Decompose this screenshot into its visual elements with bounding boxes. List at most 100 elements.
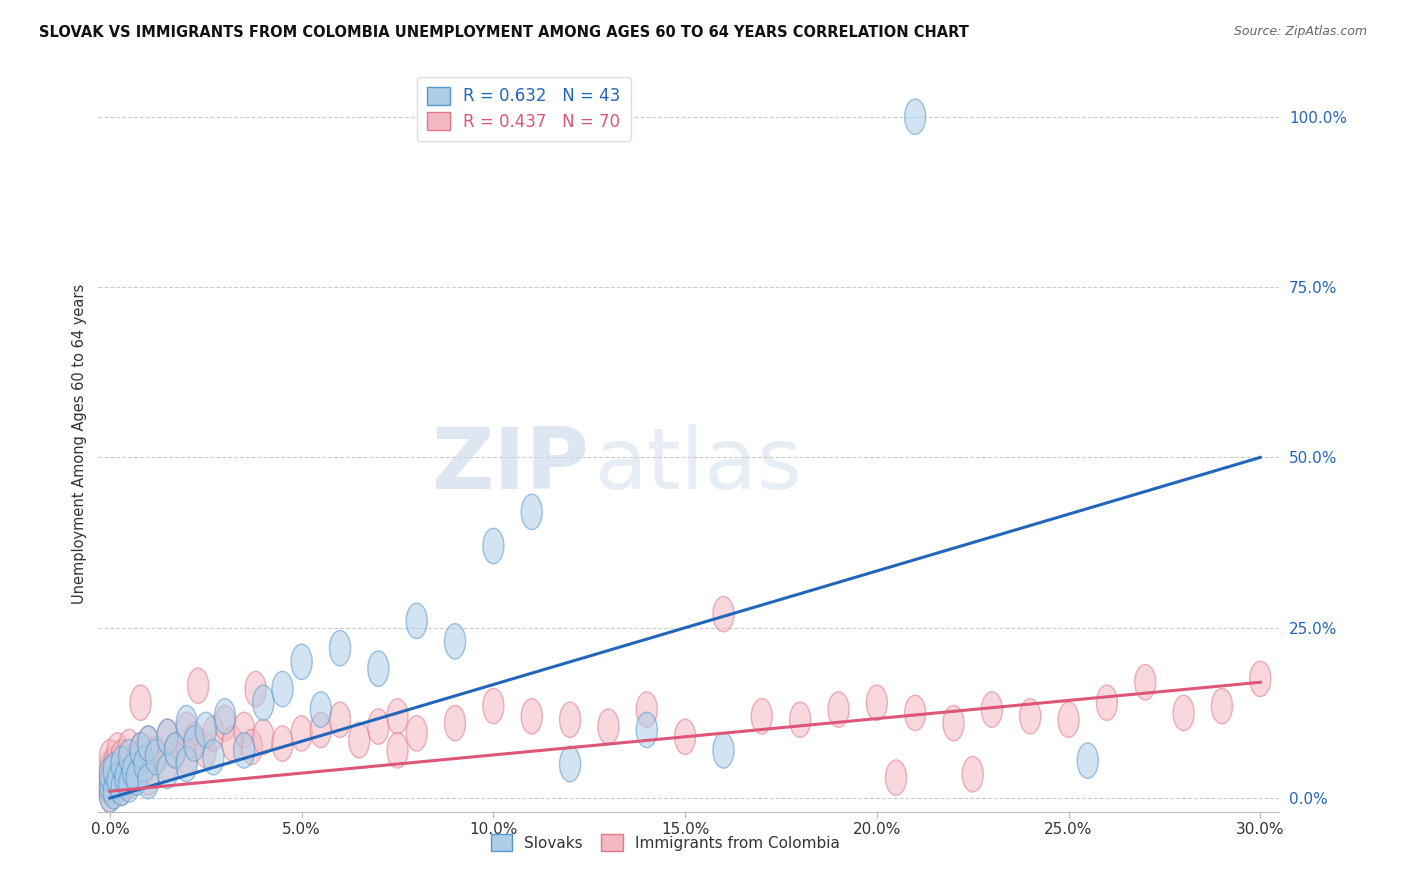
Ellipse shape xyxy=(131,685,152,721)
Ellipse shape xyxy=(368,709,389,744)
Ellipse shape xyxy=(329,631,350,666)
Ellipse shape xyxy=(187,668,208,704)
Ellipse shape xyxy=(522,698,543,734)
Ellipse shape xyxy=(1173,695,1194,731)
Ellipse shape xyxy=(118,764,139,798)
Ellipse shape xyxy=(131,732,152,768)
Ellipse shape xyxy=(560,747,581,781)
Ellipse shape xyxy=(138,726,159,761)
Ellipse shape xyxy=(118,730,139,764)
Ellipse shape xyxy=(253,685,274,721)
Ellipse shape xyxy=(145,739,166,775)
Ellipse shape xyxy=(165,732,186,768)
Ellipse shape xyxy=(115,753,136,789)
Ellipse shape xyxy=(118,767,139,802)
Ellipse shape xyxy=(222,726,243,761)
Text: ZIP: ZIP xyxy=(430,425,589,508)
Ellipse shape xyxy=(1212,689,1233,723)
Ellipse shape xyxy=(202,739,224,775)
Ellipse shape xyxy=(157,719,179,755)
Ellipse shape xyxy=(145,736,166,772)
Ellipse shape xyxy=(981,692,1002,727)
Ellipse shape xyxy=(184,723,205,758)
Ellipse shape xyxy=(100,749,121,785)
Ellipse shape xyxy=(406,603,427,639)
Ellipse shape xyxy=(103,767,124,802)
Ellipse shape xyxy=(311,712,332,747)
Ellipse shape xyxy=(637,712,657,747)
Ellipse shape xyxy=(195,712,217,747)
Ellipse shape xyxy=(176,747,197,781)
Ellipse shape xyxy=(560,702,581,738)
Ellipse shape xyxy=(291,644,312,680)
Ellipse shape xyxy=(233,712,254,747)
Ellipse shape xyxy=(184,726,205,761)
Ellipse shape xyxy=(329,702,350,738)
Ellipse shape xyxy=(122,753,143,789)
Ellipse shape xyxy=(406,715,427,751)
Ellipse shape xyxy=(115,760,136,796)
Ellipse shape xyxy=(111,770,132,805)
Ellipse shape xyxy=(387,698,408,734)
Ellipse shape xyxy=(291,715,312,751)
Ellipse shape xyxy=(904,695,925,731)
Ellipse shape xyxy=(195,732,217,768)
Ellipse shape xyxy=(100,767,121,802)
Ellipse shape xyxy=(157,747,179,781)
Ellipse shape xyxy=(828,692,849,727)
Ellipse shape xyxy=(751,698,772,734)
Ellipse shape xyxy=(962,756,983,792)
Ellipse shape xyxy=(271,726,292,761)
Ellipse shape xyxy=(100,770,121,805)
Ellipse shape xyxy=(100,777,121,813)
Ellipse shape xyxy=(233,732,254,768)
Ellipse shape xyxy=(1250,661,1271,697)
Ellipse shape xyxy=(111,747,132,781)
Ellipse shape xyxy=(713,732,734,768)
Ellipse shape xyxy=(943,706,965,741)
Ellipse shape xyxy=(253,719,274,755)
Ellipse shape xyxy=(157,753,179,789)
Ellipse shape xyxy=(271,672,292,706)
Ellipse shape xyxy=(349,723,370,758)
Ellipse shape xyxy=(176,739,197,775)
Ellipse shape xyxy=(111,770,132,805)
Ellipse shape xyxy=(866,685,887,721)
Ellipse shape xyxy=(127,743,148,779)
Ellipse shape xyxy=(176,712,197,747)
Ellipse shape xyxy=(111,739,132,775)
Ellipse shape xyxy=(1135,665,1156,700)
Ellipse shape xyxy=(368,651,389,686)
Ellipse shape xyxy=(482,689,503,723)
Ellipse shape xyxy=(157,719,179,755)
Ellipse shape xyxy=(1059,702,1080,738)
Y-axis label: Unemployment Among Ages 60 to 64 years: Unemployment Among Ages 60 to 64 years xyxy=(72,284,87,604)
Ellipse shape xyxy=(103,747,124,781)
Ellipse shape xyxy=(637,692,657,727)
Ellipse shape xyxy=(713,597,734,632)
Ellipse shape xyxy=(165,732,186,768)
Ellipse shape xyxy=(1019,698,1040,734)
Ellipse shape xyxy=(444,706,465,741)
Ellipse shape xyxy=(444,624,465,659)
Ellipse shape xyxy=(886,760,907,796)
Ellipse shape xyxy=(107,764,128,798)
Ellipse shape xyxy=(100,777,121,813)
Ellipse shape xyxy=(176,706,197,741)
Ellipse shape xyxy=(1077,743,1098,779)
Ellipse shape xyxy=(522,494,543,530)
Ellipse shape xyxy=(904,99,925,135)
Ellipse shape xyxy=(138,764,159,798)
Ellipse shape xyxy=(1097,685,1118,721)
Ellipse shape xyxy=(202,715,224,751)
Ellipse shape xyxy=(242,730,263,764)
Ellipse shape xyxy=(134,747,155,781)
Ellipse shape xyxy=(215,706,236,741)
Ellipse shape xyxy=(107,732,128,768)
Ellipse shape xyxy=(598,709,619,744)
Text: Source: ZipAtlas.com: Source: ZipAtlas.com xyxy=(1233,25,1367,38)
Ellipse shape xyxy=(482,528,503,564)
Ellipse shape xyxy=(107,760,128,796)
Ellipse shape xyxy=(311,692,332,727)
Ellipse shape xyxy=(100,756,121,792)
